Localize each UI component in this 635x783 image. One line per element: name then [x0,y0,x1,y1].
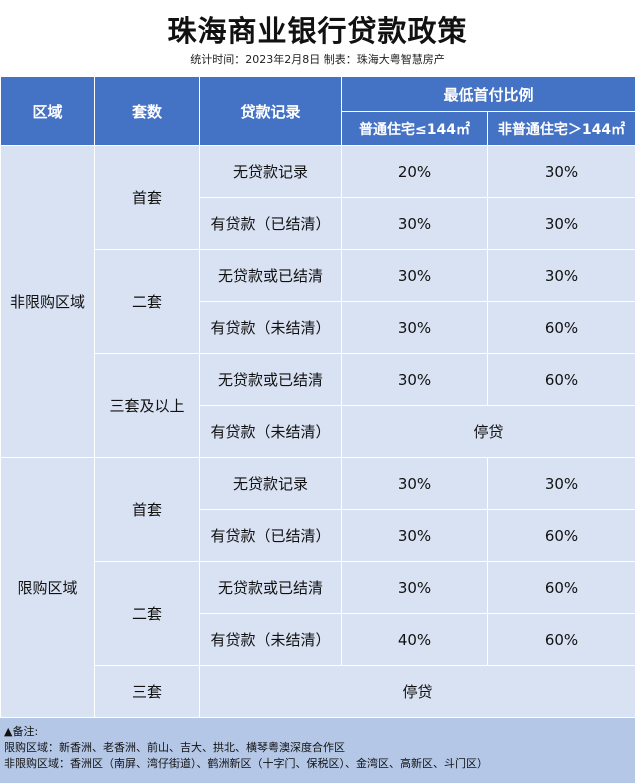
table-row: 三套 停贷 [1,665,635,718]
page-subtitle: 统计时间：2023年2月8日 制表：珠海大粤智慧房产 [190,53,445,66]
non-ordinary-cell: 60% [486,301,635,354]
table-row: 二套 无贷款或已结清 30% 60% [1,561,635,666]
record-cell: 无贷款或已结清 [199,353,342,406]
non-ordinary-cell: 30% [486,145,635,198]
non-ordinary-cell: 30% [486,457,635,510]
record-cell: 有贷款（未结清） [199,613,342,666]
count-cell: 三套 [94,665,200,718]
ordinary-cell: 30% [341,353,488,406]
record-cell: 无贷款或已结清 [199,249,342,302]
record-cell: 有贷款（已结清） [199,197,342,250]
header-region: 区域 [0,76,95,146]
loan-policy-table: 区域 套数 贷款记录 最低首付比例 普通住宅≤144㎡ 非普通住宅＞144㎡ 非… [0,76,635,718]
table-row: 有贷款（未结清） 30% 60% [1,301,635,354]
record-cell: 无贷款或已结清 [199,561,342,614]
ordinary-cell: 30% [341,457,488,510]
page-title: 珠海商业银行贷款政策 [167,14,468,48]
non-ordinary-cell: 60% [486,353,635,406]
notes-section: ▲备注: 限购区域：新香洲、老香洲、前山、吉大、拱北、横琴粤澳深度合作区 非限购… [0,718,635,783]
ordinary-cell: 40% [341,613,488,666]
header-loan-record: 贷款记录 [199,76,342,146]
record-cell: 有贷款（已结清） [199,509,342,562]
ordinary-cell: 20% [341,145,488,198]
region-cell: 非限购区域 [0,145,95,458]
table-row: 有贷款（未结清） 40% 60% [1,613,635,666]
non-ordinary-cell: 60% [486,613,635,666]
ordinary-cell: 30% [341,197,488,250]
record-cell: 有贷款（未结清） [199,405,342,458]
ordinary-cell: 30% [341,301,488,354]
non-ordinary-cell: 60% [486,509,635,562]
region-cell: 限购区域 [0,457,95,718]
non-ordinary-cell: 30% [486,197,635,250]
count-cell: 二套 [94,249,200,354]
table-row: 有贷款（未结清） 停贷 [1,405,635,458]
notes-restricted: 限购区域：新香洲、老香洲、前山、吉大、拱北、横琴粤澳深度合作区 [4,741,345,754]
header-non-ordinary: 非普通住宅＞144㎡ [486,111,635,146]
header-ordinary: 普通住宅≤144㎡ [341,111,488,146]
header-min-down-payment: 最低首付比例 [340,76,635,112]
table-row: 三套及以上 无贷款或已结清 30% 60% [1,353,635,458]
count-cell: 二套 [94,561,200,666]
ordinary-cell: 30% [341,509,488,562]
table-row: 限购区域 首套 无贷款记录 30% 30% [0,457,635,718]
table-row: 有贷款（已结清） 30% 60% [1,509,635,562]
ordinary-cell: 30% [341,249,488,302]
record-cell: 无贷款记录 [199,457,342,510]
non-ordinary-cell: 60% [486,561,635,614]
table-row: 非限购区域 首套 无贷款记录 20% 30% [0,145,635,458]
notes-heading: ▲备注: [4,725,39,738]
suspended-cell: 停贷 [340,405,635,458]
header-count: 套数 [94,76,200,146]
table-row: 二套 无贷款或已结清 30% 30% [1,249,635,354]
count-cell: 首套 [94,145,200,250]
notes-unrestricted: 非限购区域：香洲区（南屏、湾仔街道）、鹤洲新区（十字门、保税区）、金湾区、高新区… [4,757,488,770]
count-cell: 三套及以上 [94,353,200,458]
non-ordinary-cell: 30% [486,249,635,302]
suspended-cell: 停贷 [198,665,635,718]
count-cell: 首套 [94,457,200,562]
record-cell: 无贷款记录 [199,145,342,198]
table-row: 有贷款（已结清） 30% 30% [1,197,635,250]
record-cell: 有贷款（未结清） [199,301,342,354]
ordinary-cell: 30% [341,561,488,614]
